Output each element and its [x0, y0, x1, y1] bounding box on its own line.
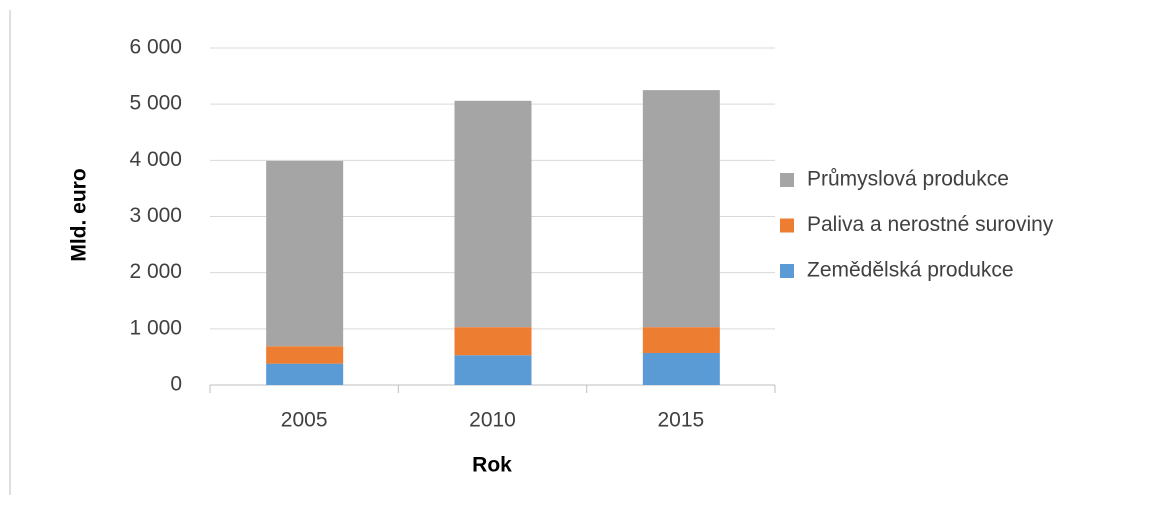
bar-segment [454, 100, 532, 328]
bar-segment [266, 363, 344, 385]
y-tick-label: 4 000 [129, 148, 182, 171]
bar-segment [266, 160, 344, 347]
legend-swatch [780, 173, 794, 187]
legend-label: Zemědělská produkce [807, 259, 1014, 282]
y-tick-label: 3 000 [129, 204, 182, 227]
legend-label: Průmyslová produkce [807, 168, 1009, 191]
x-axis-title: Rok [472, 454, 512, 477]
y-tick-label: 0 [170, 373, 182, 396]
bar-segment [454, 327, 532, 356]
legend-swatch [780, 264, 794, 278]
y-tick-label: 1 000 [129, 316, 182, 339]
legend-label: Paliva a nerostné suroviny [807, 213, 1054, 236]
bar-segment [642, 352, 720, 385]
y-tick-label: 5 000 [129, 92, 182, 115]
bar-segment [642, 327, 720, 353]
bar-segment [266, 346, 344, 364]
bar-segment [642, 90, 720, 328]
y-tick-label: 2 000 [129, 260, 182, 283]
x-tick-label: 2015 [657, 409, 704, 432]
y-tick-label: 6 000 [129, 36, 182, 59]
bar-segment [454, 355, 532, 385]
y-axis-title: Mld. euro [68, 168, 91, 261]
legend-swatch [780, 218, 794, 233]
x-tick-label: 2010 [469, 409, 516, 432]
x-tick-label: 2005 [281, 409, 328, 432]
